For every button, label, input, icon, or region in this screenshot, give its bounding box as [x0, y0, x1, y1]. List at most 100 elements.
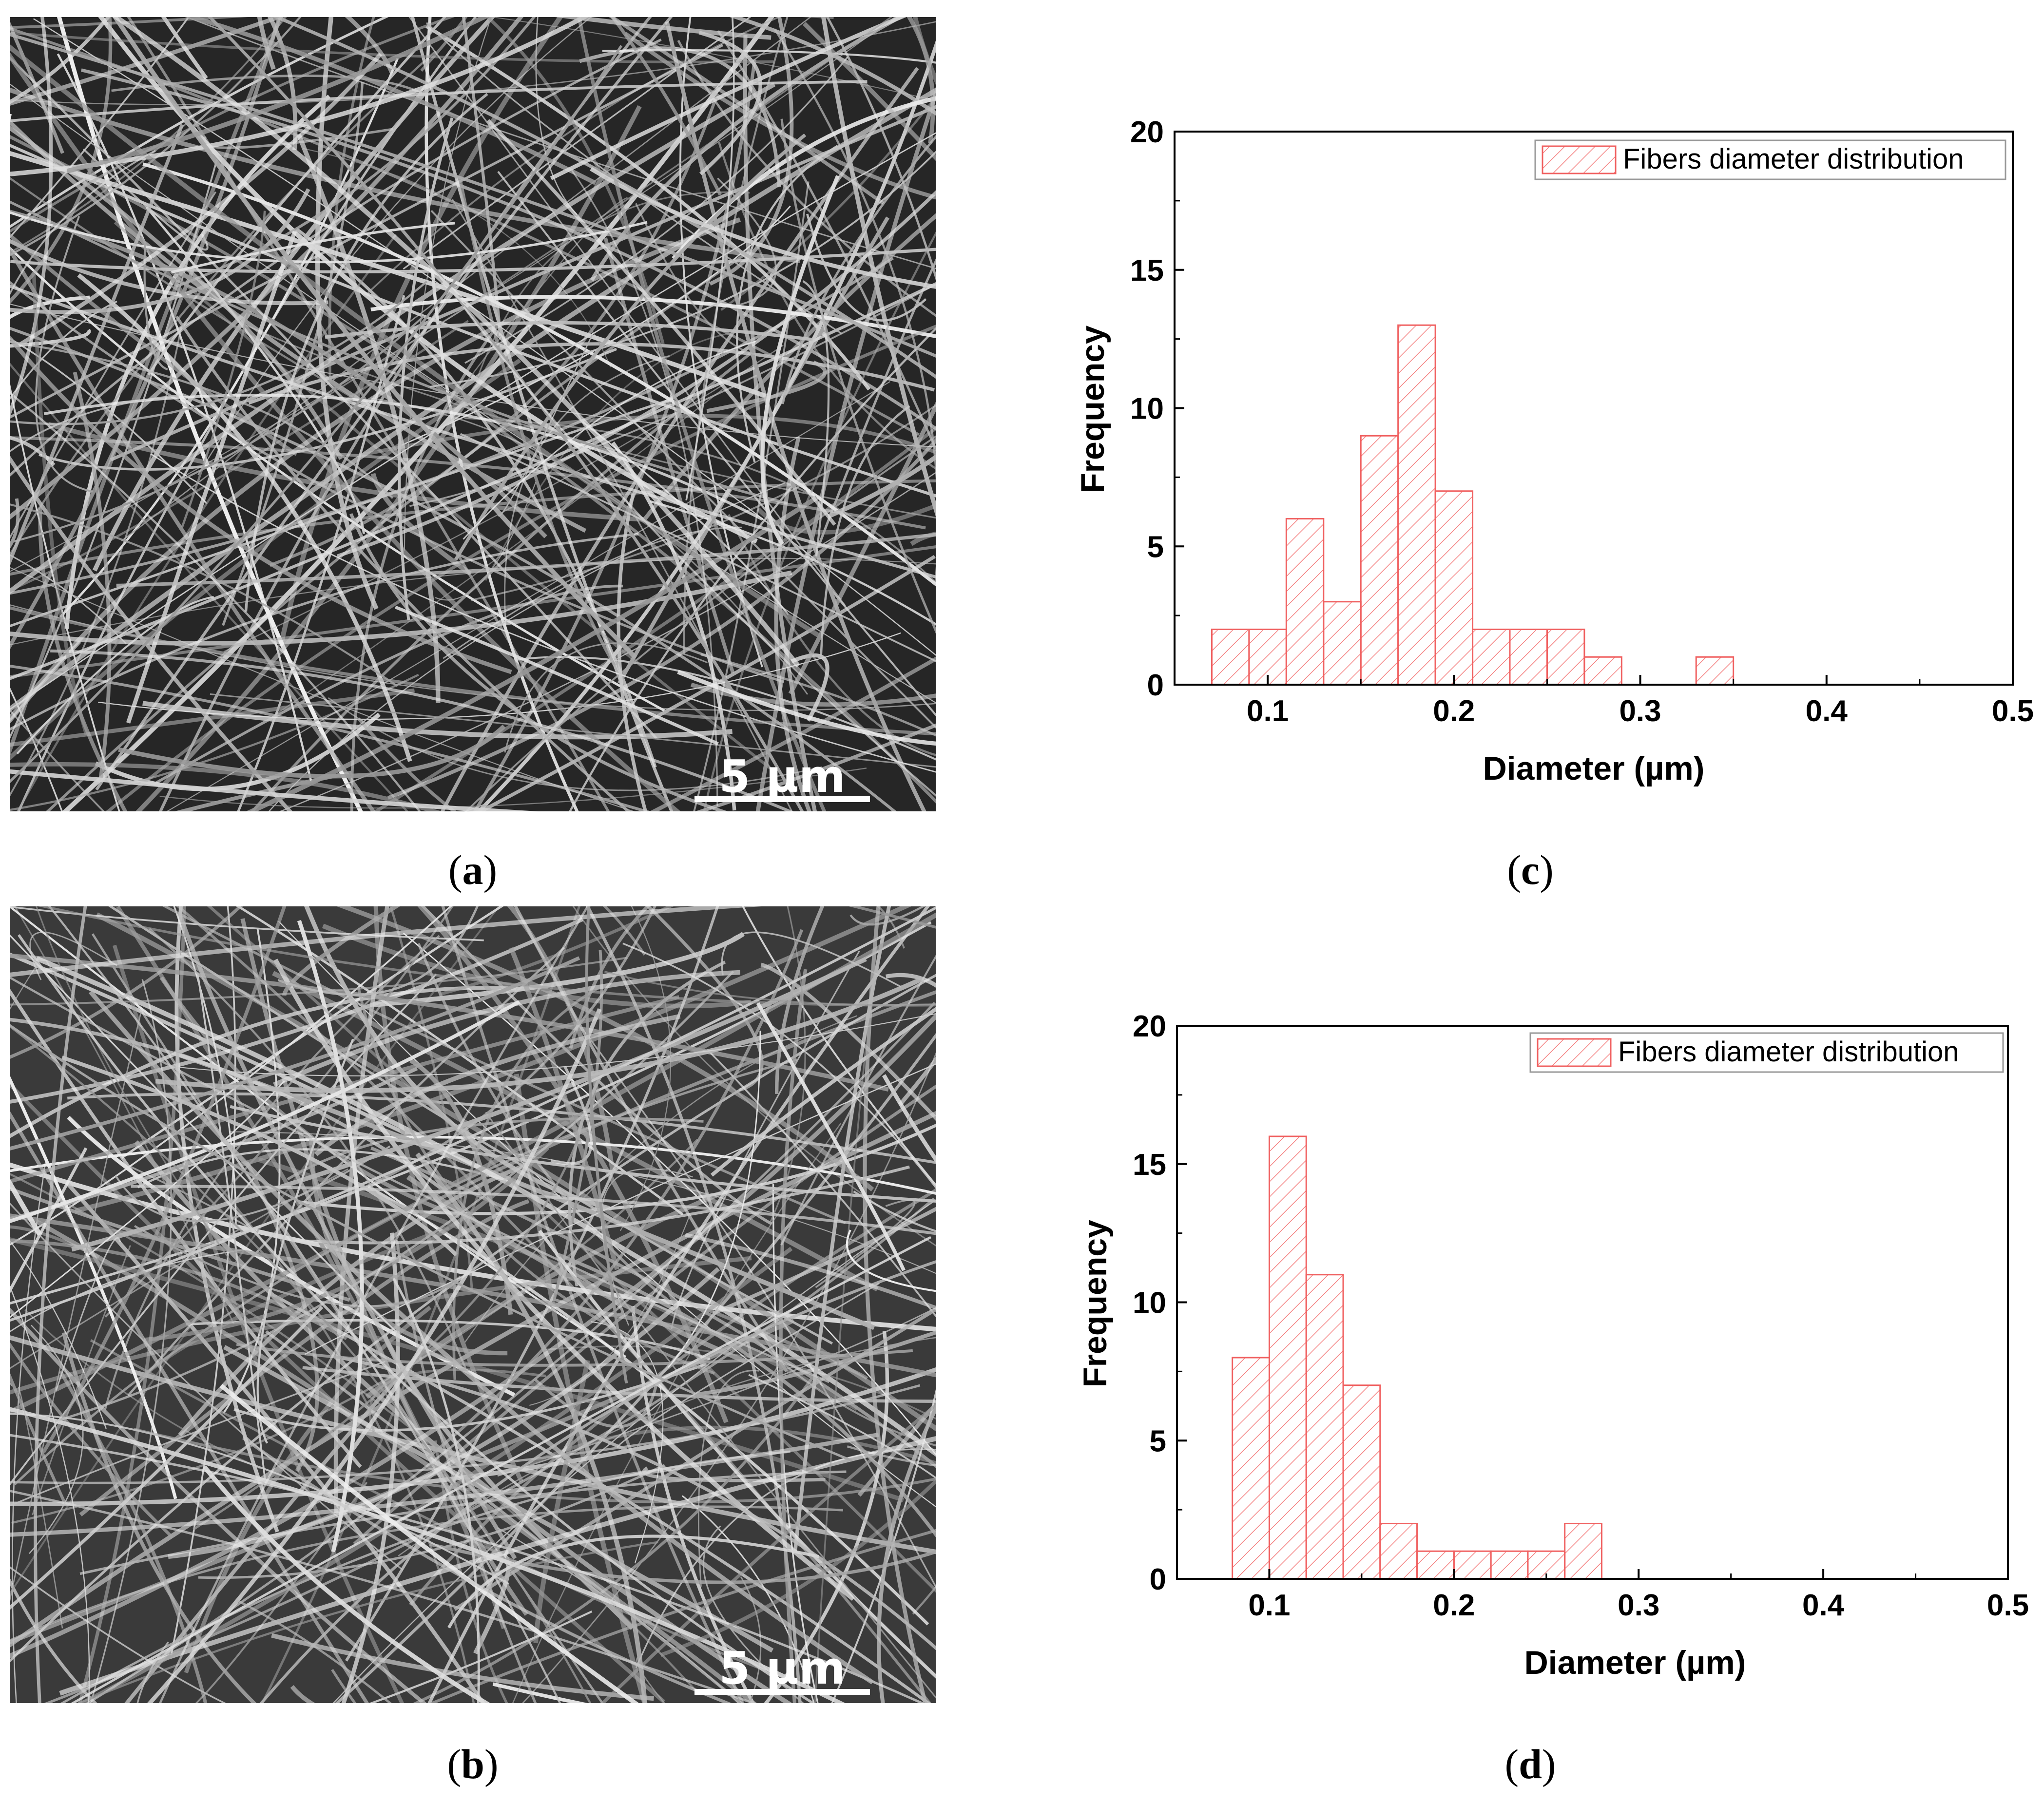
- fiber-strand: [112, 17, 800, 668]
- fiber-strand: [10, 33, 936, 358]
- fiber-strand: [721, 931, 902, 988]
- histogram-bar: [1509, 629, 1548, 686]
- legend-d: Fibers diameter distribution: [1529, 1032, 2004, 1073]
- fiber-strand: [10, 503, 398, 687]
- legend-label-c: Fibers diameter distribution: [1623, 143, 1964, 175]
- sem-image-b: 5 µm: [10, 906, 936, 1703]
- fiber-strand: [43, 394, 764, 521]
- fiber-strand: [760, 175, 840, 545]
- fiber-strand: [35, 216, 93, 493]
- fiber-strand: [435, 481, 537, 601]
- histogram-bar: [1211, 629, 1250, 686]
- fiber-strand: [105, 325, 936, 811]
- fiber-strand: [207, 906, 936, 1593]
- fiber-strand: [10, 17, 111, 104]
- fiber-strand: [774, 436, 812, 811]
- fiber-strand: [709, 17, 794, 286]
- fiber-strand: [10, 1407, 846, 1703]
- fiber-strand: [373, 932, 745, 1008]
- fiber-strand: [110, 105, 936, 461]
- fiber-strand: [10, 934, 397, 1333]
- fiber-strand: [665, 21, 926, 811]
- fiber-strand: [58, 1370, 208, 1703]
- fiber-strand: [10, 455, 293, 811]
- y-tick-label: 0: [1150, 1563, 1166, 1596]
- legend-swatch-c: [1542, 145, 1617, 174]
- fiber-strand: [426, 929, 804, 1459]
- fiber-strand: [10, 17, 113, 305]
- fiber-strand: [178, 1013, 936, 1076]
- fiber-strand: [10, 31, 774, 63]
- y-tick-label: 0: [1147, 669, 1164, 702]
- fiber-strand: [10, 1172, 696, 1691]
- fiber-strand: [66, 17, 490, 173]
- fiber-strand: [118, 724, 506, 779]
- fiber-strand: [361, 414, 936, 457]
- fiber-strand: [10, 17, 190, 239]
- fiber-strand: [12, 1157, 47, 1703]
- fiber-strand: [398, 117, 454, 620]
- histogram-bar: [1695, 656, 1735, 686]
- fiber-strand: [273, 970, 740, 1087]
- fiber-strand: [271, 1633, 654, 1701]
- fiber-strand: [59, 1436, 936, 1696]
- fiber-strand: [166, 381, 890, 811]
- fiber-strand: [742, 906, 936, 1187]
- fiber-strand: [617, 1282, 880, 1448]
- histogram-bar: [1379, 1523, 1418, 1580]
- fiber-strand: [162, 906, 846, 1224]
- fiber-strand: [441, 906, 745, 1703]
- fiber-strand: [876, 906, 906, 949]
- fiber-strand: [769, 906, 806, 1223]
- fiber-strand: [279, 472, 936, 811]
- x-axis-label-c: Diameter (µm): [1483, 750, 1705, 787]
- sem-fibers-b: 5 µm: [10, 906, 936, 1703]
- fiber-strand: [10, 17, 287, 254]
- fiber-strand: [10, 1147, 88, 1294]
- fiber-strand: [803, 21, 936, 161]
- fiber-strand: [497, 1527, 739, 1703]
- ticks-d: 0 5 10 15 20 0.1 0.2 0.3 0.4 0.5: [1133, 1010, 2029, 1622]
- fiber-strand: [10, 45, 623, 784]
- fiber-strand: [10, 498, 20, 549]
- fiber-strand: [41, 906, 287, 1454]
- fiber-strand: [208, 17, 804, 811]
- fiber-strand: [585, 906, 802, 1703]
- fiber-strand: [568, 960, 726, 1286]
- histogram-bar: [1416, 1550, 1455, 1580]
- histogram-c: 0 5 10 15 20 0.1 0.2 0.3 0.4 0.5 Frequency Diamet…: [1067, 97, 2037, 804]
- x-axis-label-d: Diameter (µm): [1524, 1644, 1746, 1681]
- fiber-strand: [426, 22, 843, 335]
- fiber-strand: [748, 1374, 936, 1479]
- fiber-strand: [10, 17, 286, 106]
- fiber-strand: [10, 315, 424, 544]
- fiber-strand: [10, 124, 184, 567]
- fiber-strand: [10, 200, 788, 505]
- fiber-strand: [706, 360, 827, 413]
- fiber-strand: [10, 83, 936, 704]
- x-tick-label: 0.2: [1433, 1589, 1475, 1622]
- sem-image-a: 5 µm: [10, 17, 936, 811]
- fiber-strand: [498, 332, 594, 517]
- fiber-strand: [603, 906, 646, 956]
- fiber-strand: [10, 995, 680, 1184]
- fiber-strand: [430, 210, 936, 729]
- fiber-strand: [29, 1324, 84, 1554]
- legend-swatch-d: [1537, 1038, 1612, 1067]
- histogram-bar: [1397, 324, 1436, 686]
- fiber-strand: [635, 203, 761, 357]
- fiber-strand: [10, 125, 343, 460]
- fiber-strand: [582, 421, 789, 615]
- histogram-d: 0 5 10 15 20 0.1 0.2 0.3 0.4 0.5 Frequency Diamet…: [1067, 989, 2037, 1696]
- fiber-strand: [10, 320, 469, 592]
- fiber-strand: [577, 17, 827, 811]
- fiber-strand: [70, 1236, 932, 1703]
- fiber-strand: [175, 315, 631, 811]
- fiber-strand: [236, 1343, 913, 1367]
- fiber-strand: [404, 17, 492, 551]
- fiber-strand: [10, 1305, 324, 1610]
- fiber-strand: [10, 150, 156, 296]
- fiber-strand: [755, 87, 936, 811]
- histogram-bar: [1323, 601, 1362, 686]
- fiber-strand: [10, 398, 674, 628]
